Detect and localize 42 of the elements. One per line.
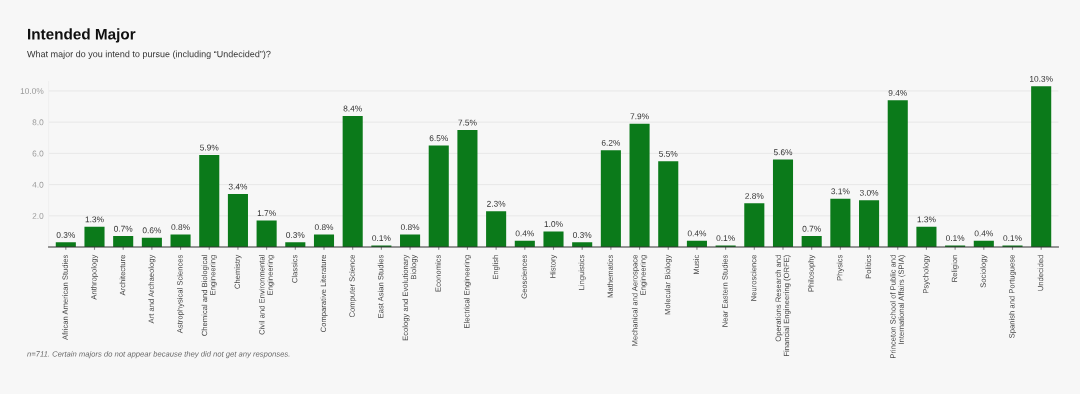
- data-label: 8.4%: [343, 105, 362, 112]
- data-label: 0.7%: [802, 225, 821, 232]
- chart-subtitle: What major do you intend to pursue (including “Undecided”)?: [27, 50, 271, 59]
- data-label: 0.1%: [1003, 235, 1022, 242]
- y-tick-label: 4.0: [32, 181, 44, 188]
- data-label: 1.3%: [917, 216, 936, 223]
- data-label: 0.4%: [687, 230, 707, 237]
- data-label: 2.8%: [745, 193, 764, 199]
- data-label: 0.8%: [314, 224, 334, 231]
- data-label: 0.1%: [372, 235, 391, 242]
- data-label: 0.8%: [400, 224, 420, 231]
- y-tick-label: 6.0: [32, 150, 44, 157]
- data-label: 1.0%: [544, 221, 563, 227]
- data-label: 0.8%: [171, 224, 190, 231]
- data-label: 1.3%: [85, 216, 104, 223]
- data-label: 0.3%: [573, 232, 592, 238]
- data-label: 0.3%: [286, 232, 305, 238]
- y-tick-label: 10.0%: [20, 88, 44, 95]
- data-label: 3.0%: [859, 189, 879, 196]
- data-label: 5.6%: [773, 149, 793, 156]
- y-tick-label: 8.0: [32, 119, 44, 126]
- data-label: 5.5%: [659, 150, 678, 157]
- data-label: 1.7%: [257, 210, 276, 217]
- data-label: 6.2%: [601, 139, 621, 146]
- y-tick-label: 2.0: [32, 213, 44, 219]
- data-label: 0.1%: [945, 235, 965, 242]
- data-label: 7.5%: [458, 119, 477, 126]
- data-label: 0.4%: [974, 230, 994, 237]
- chart-title: Intended Major: [28, 28, 136, 43]
- data-label: 2.3%: [487, 200, 506, 207]
- data-label: 0.3%: [56, 232, 76, 238]
- data-label: 10.3%: [1030, 75, 1053, 82]
- data-label: 3.1%: [831, 188, 850, 195]
- data-label: 0.6%: [142, 227, 162, 234]
- data-label: 6.5%: [429, 135, 448, 142]
- data-label: 0.7%: [114, 225, 133, 232]
- data-label: 0.4%: [515, 230, 535, 237]
- data-label: 9.4%: [888, 89, 907, 96]
- data-label: 5.9%: [200, 144, 219, 151]
- data-label: 7.9%: [630, 113, 649, 120]
- data-label: 3.4%: [228, 183, 248, 190]
- data-label: 0.1%: [716, 235, 735, 242]
